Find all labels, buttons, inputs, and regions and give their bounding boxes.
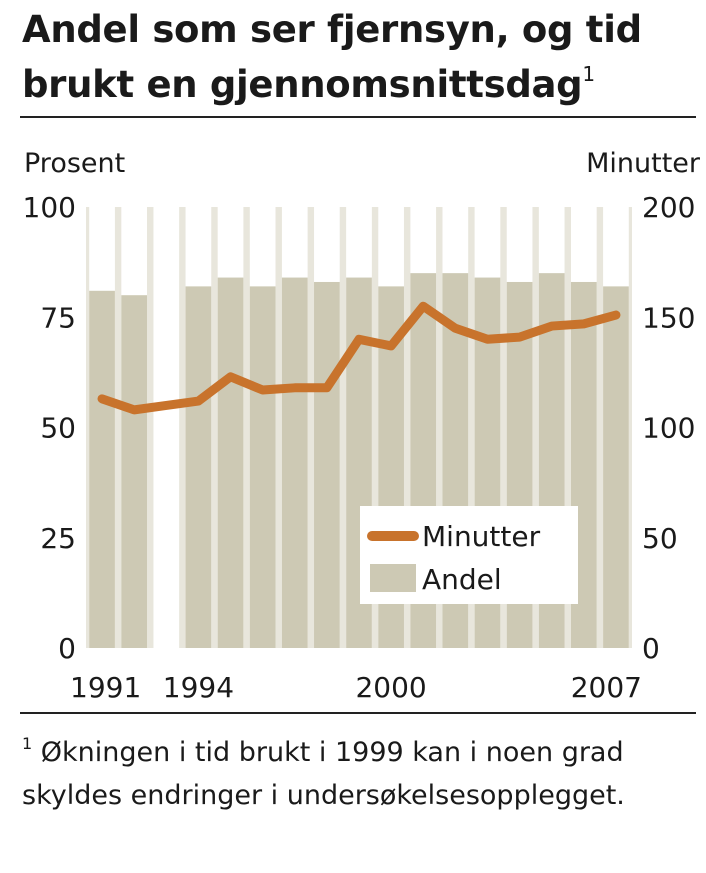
bar-andel-1997 [281,277,308,648]
left-axis-label: Prosent [24,148,125,179]
legend-label-andel: Andel [422,563,502,596]
left-tick-label: 75 [40,301,76,334]
bar-andel-1995 [217,277,244,648]
right-tick-label: 150 [642,301,695,334]
right-axis-label: Minutter [586,148,701,179]
bar-background [153,207,180,648]
bar-andel-1996 [249,286,276,648]
left-tick-label: 0 [58,632,76,665]
footnote: 1 Økningen i tid brukt i 1999 kan i noen… [22,734,625,811]
right-tick-label: 200 [642,191,695,224]
bar-andel-1998 [314,281,340,648]
right-tick-label: 0 [642,632,660,665]
x-tick-label-1991: 1991 [70,671,141,704]
legend-label-minutter: Minutter [422,520,541,553]
x-tick-label-2000: 2000 [355,671,426,704]
bar-andel-1991 [89,290,115,648]
legend-swatch-andel [370,564,416,592]
chart-title: Andel som ser fjernsyn, og tid brukt en … [22,8,642,106]
bar-andel-2007 [603,286,629,648]
right-tick-label: 100 [642,412,695,445]
left-tick-label: 25 [40,522,76,555]
right-tick-label: 50 [642,522,678,555]
title-rule [20,116,696,118]
left-tick-label: 50 [40,412,76,445]
chart: Prosent Minutter 0 25 50 75 100 0 50 100 150 200 199… [23,148,701,704]
footnote-rule [20,712,696,714]
left-tick-label: 100 [23,191,76,224]
x-tick-label-2007: 2007 [571,671,642,704]
bar-andel-1994 [185,286,212,648]
bar-andel-1992 [121,295,148,648]
x-tick-label-1994: 1994 [163,671,234,704]
